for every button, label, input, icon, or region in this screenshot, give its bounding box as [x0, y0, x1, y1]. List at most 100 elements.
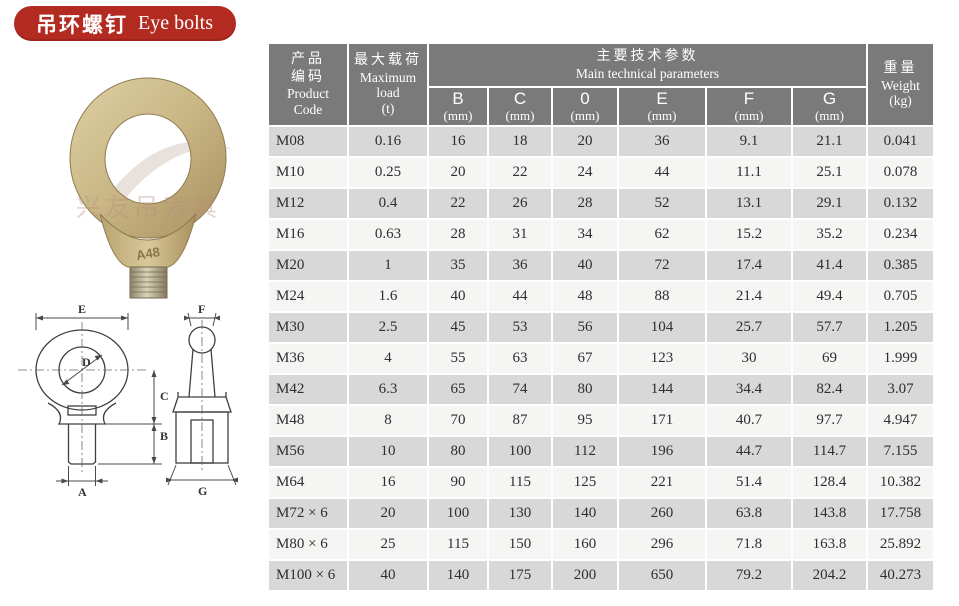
value-cell: 4.947	[868, 406, 933, 435]
value-cell: 2.5	[349, 313, 427, 342]
spec-table-body: M08 0.16 16 18 20 36 9.1 21.1 0.041 M10 0.25 20 22 24…	[269, 127, 933, 590]
spec-table: 产品 编码 Product Code 最大载荷 Maximum load (t)…	[267, 42, 935, 592]
value-cell: 204.2	[793, 561, 866, 590]
product-code-cell: M64	[269, 468, 347, 497]
value-cell: 35.2	[793, 220, 866, 249]
value-cell: 49.4	[793, 282, 866, 311]
value-cell: 130	[489, 499, 551, 528]
value-cell: 9.1	[707, 127, 791, 156]
table-row: M100 × 6 40 140 175 200 650 79.2 204.2 40.273	[269, 561, 933, 590]
dim-label-A: A	[78, 485, 87, 499]
value-cell: 115	[429, 530, 487, 559]
table-row: M56 10 80 100 112 196 44.7 114.7 7.155	[269, 437, 933, 466]
product-code-cell: M30	[269, 313, 347, 342]
value-cell: 72	[619, 251, 705, 280]
value-cell: 40	[429, 282, 487, 311]
value-cell: 97.7	[793, 406, 866, 435]
table-row: M08 0.16 16 18 20 36 9.1 21.1 0.041	[269, 127, 933, 156]
parameters-label-zh: 主要技术参数	[596, 49, 699, 65]
value-cell: 200	[553, 561, 617, 590]
value-cell: 25	[349, 530, 427, 559]
value-cell: 22	[489, 158, 551, 187]
value-cell: 95	[553, 406, 617, 435]
value-cell: 65	[429, 375, 487, 404]
page-title-zh: 吊环螺钉	[36, 12, 128, 37]
value-cell: 52	[619, 189, 705, 218]
product-code-cell: M16	[269, 220, 347, 249]
value-cell: 150	[489, 530, 551, 559]
value-cell: 100	[489, 437, 551, 466]
product-code-label-zh: 产品 编码	[291, 52, 325, 85]
table-row: M12 0.4 22 26 28 52 13.1 29.1 0.132	[269, 189, 933, 218]
value-cell: 44.7	[707, 437, 791, 466]
value-cell: 163.8	[793, 530, 866, 559]
value-cell: 0.16	[349, 127, 427, 156]
value-cell: 260	[619, 499, 705, 528]
product-code-cell: M72 × 6	[269, 499, 347, 528]
value-cell: 63.8	[707, 499, 791, 528]
value-cell: 11.1	[707, 158, 791, 187]
value-cell: 296	[619, 530, 705, 559]
value-cell: 21.4	[707, 282, 791, 311]
value-cell: 20	[553, 127, 617, 156]
value-cell: 3.07	[868, 375, 933, 404]
value-cell: 28	[553, 189, 617, 218]
table-row: M64 16 90 115 125 221 51.4 128.4 10.382	[269, 468, 933, 497]
value-cell: 16	[429, 127, 487, 156]
col-header-F: F (mm)	[707, 88, 791, 125]
value-cell: 21.1	[793, 127, 866, 156]
dim-label-E: E	[78, 302, 86, 316]
value-cell: 44	[489, 282, 551, 311]
eye-bolt-collar	[99, 213, 197, 268]
value-cell: 20	[429, 158, 487, 187]
eye-bolt-photo: A48 兴友吊索具	[69, 77, 233, 299]
table-row: M16 0.63 28 31 34 62 15.2 35.2 0.234	[269, 220, 933, 249]
product-code-cell: M42	[269, 375, 347, 404]
value-cell: 10.382	[868, 468, 933, 497]
dimension-drawing: E D C B A	[18, 302, 238, 499]
eye-ring	[69, 77, 227, 239]
value-cell: 40	[553, 251, 617, 280]
value-cell: 45	[429, 313, 487, 342]
dim-label-D: D	[82, 355, 91, 369]
value-cell: 40.273	[868, 561, 933, 590]
stamp-text: A48	[135, 244, 161, 263]
table-row: M80 × 6 25 115 150 160 296 71.8 163.8 25.892	[269, 530, 933, 559]
product-code-cell: M36	[269, 344, 347, 373]
value-cell: 22	[429, 189, 487, 218]
value-cell: 34.4	[707, 375, 791, 404]
value-cell: 90	[429, 468, 487, 497]
value-cell: 125	[553, 468, 617, 497]
value-cell: 69	[793, 344, 866, 373]
table-row: M72 × 6 20 100 130 140 260 63.8 143.8 17.758	[269, 499, 933, 528]
parameters-label-en: Main technical parameters	[575, 65, 720, 81]
product-code-cell: M100 × 6	[269, 561, 347, 590]
value-cell: 55	[429, 344, 487, 373]
value-cell: 80	[429, 437, 487, 466]
weight-label-en: Weight (kg)	[881, 77, 920, 109]
product-code-cell: M12	[269, 189, 347, 218]
value-cell: 40	[349, 561, 427, 590]
value-cell: 221	[619, 468, 705, 497]
value-cell: 56	[553, 313, 617, 342]
header-row-top: 产品 编码 Product Code 最大载荷 Maximum load (t)…	[269, 44, 933, 125]
col-header-product-code: 产品 编码 Product Code	[269, 44, 347, 125]
value-cell: 57.7	[793, 313, 866, 342]
value-cell: 1.999	[868, 344, 933, 373]
value-cell: 1	[349, 251, 427, 280]
value-cell: 0.385	[868, 251, 933, 280]
value-cell: 0.25	[349, 158, 427, 187]
value-cell: 0.4	[349, 189, 427, 218]
value-cell: 1.205	[868, 313, 933, 342]
max-load-label-zh: 最大载荷	[354, 53, 422, 69]
value-cell: 10	[349, 437, 427, 466]
page-title-banner: 吊环螺钉 Eye bolts	[14, 6, 236, 41]
value-cell: 41.4	[793, 251, 866, 280]
max-load-label-en: Maximum load (t)	[359, 69, 417, 116]
value-cell: 36	[619, 127, 705, 156]
value-cell: 4	[349, 344, 427, 373]
col-header-B: B (mm)	[429, 88, 487, 125]
value-cell: 88	[619, 282, 705, 311]
value-cell: 29.1	[793, 189, 866, 218]
col-header-E: E (mm)	[619, 88, 705, 125]
